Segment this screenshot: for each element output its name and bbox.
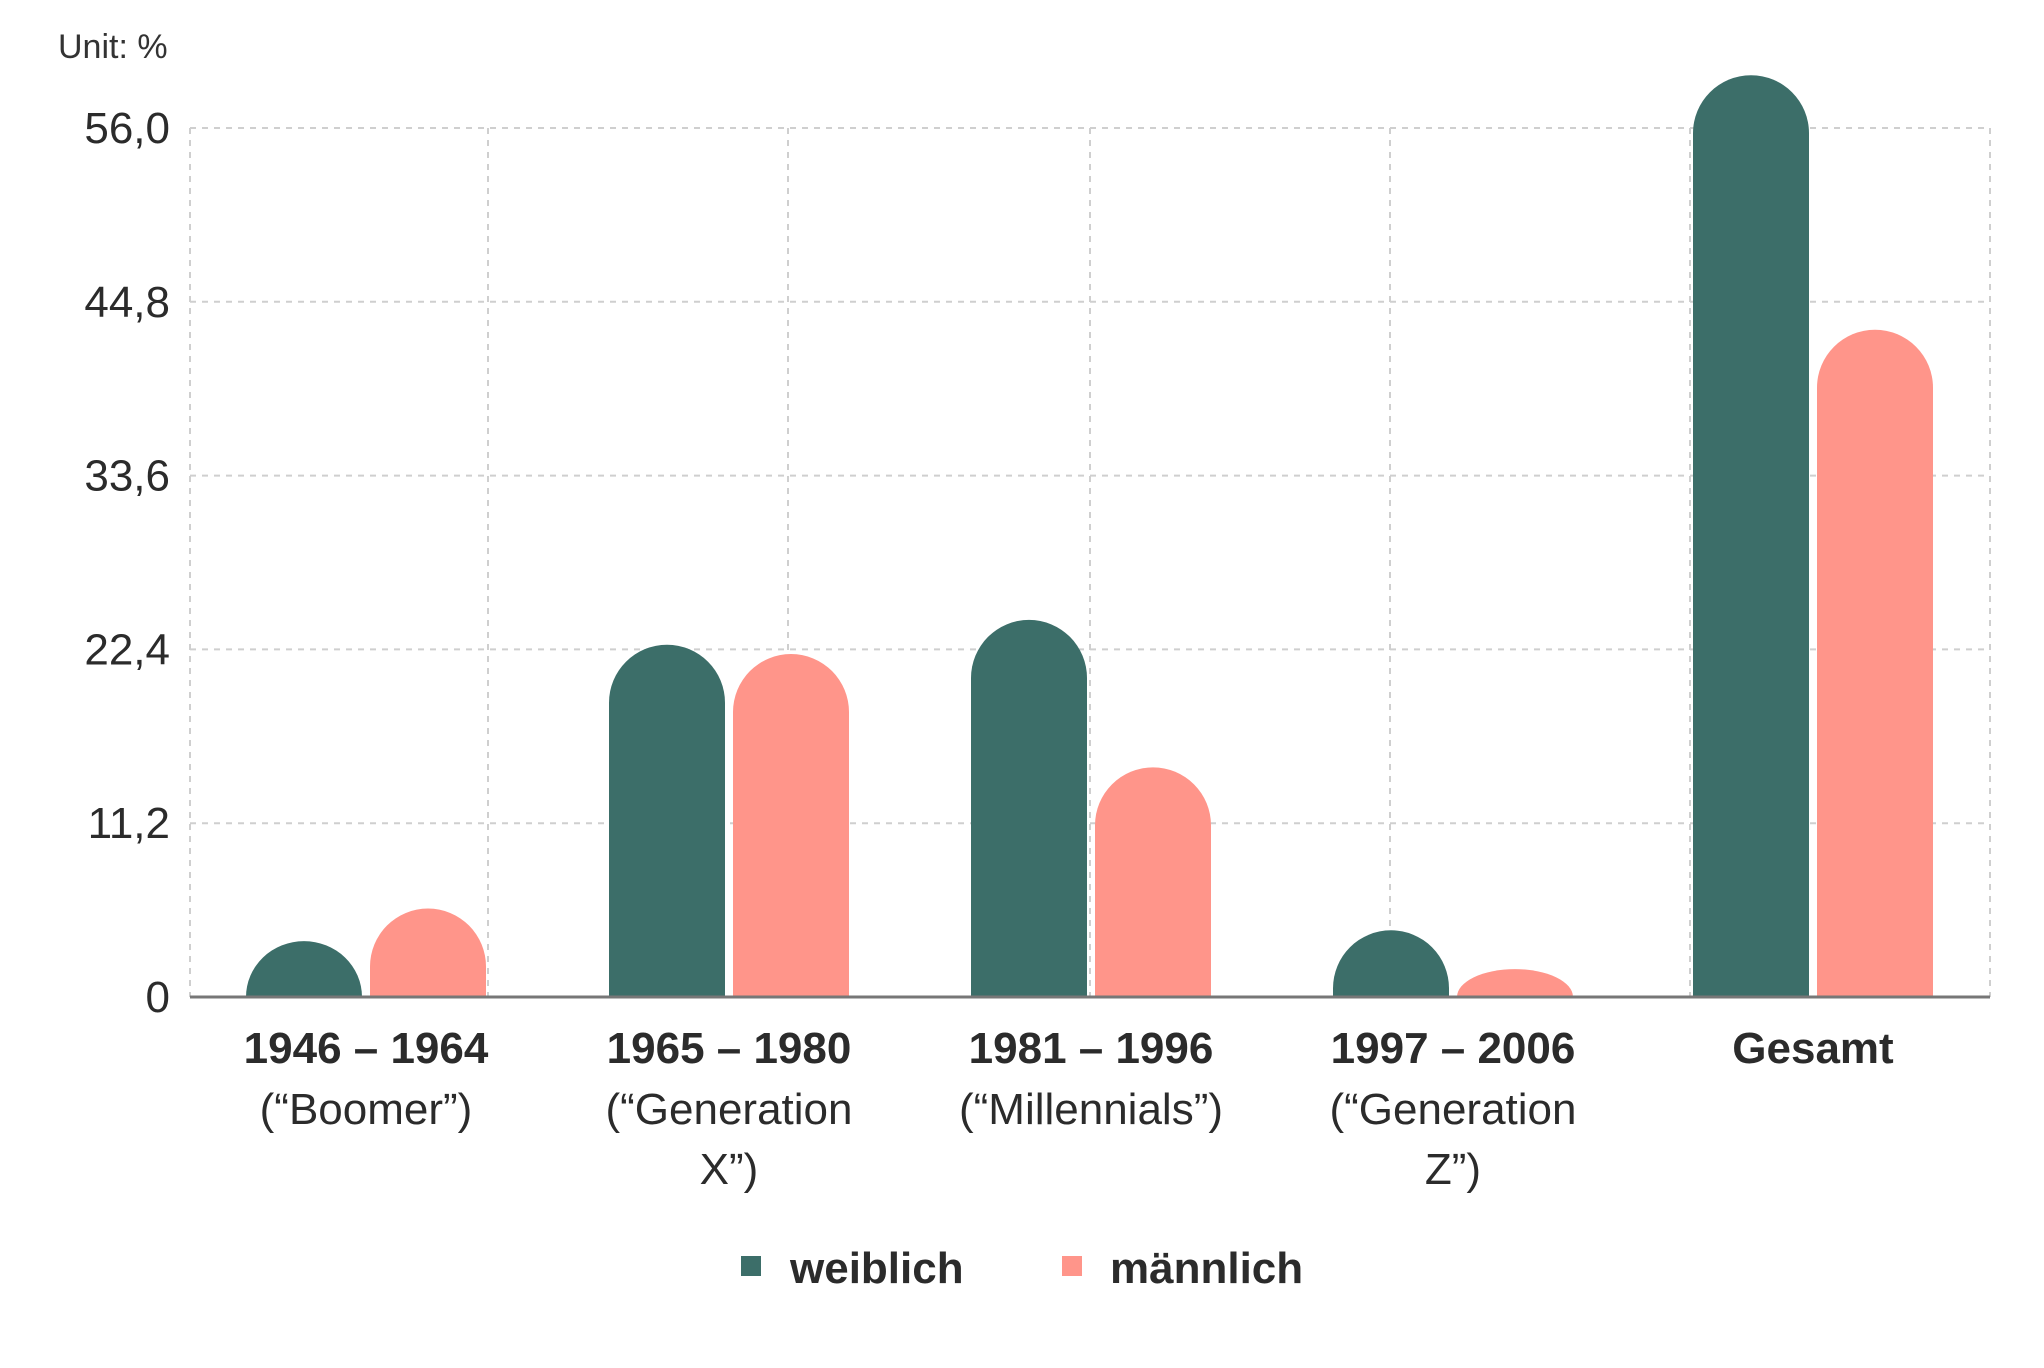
bar-maennlich: [1095, 767, 1211, 997]
y-tick-label: 44,8: [84, 278, 170, 327]
category-sublabel: (“Millennials”): [959, 1085, 1223, 1134]
bar-weiblich: [1333, 930, 1449, 997]
bar-maennlich: [1457, 969, 1573, 997]
bar-weiblich: [971, 619, 1087, 997]
category-label: 1965 – 1980: [607, 1024, 852, 1073]
bar-weiblich: [609, 644, 725, 997]
category-label: 1997 – 2006: [1331, 1024, 1576, 1073]
category-label: 1981 – 1996: [969, 1024, 1214, 1073]
category-sublabel: (“Generation: [1329, 1085, 1576, 1134]
legend-label: weiblich: [789, 1244, 964, 1293]
bar-maennlich: [370, 908, 486, 997]
category-label: 1946 – 1964: [244, 1024, 489, 1073]
y-tick-label: 33,6: [84, 452, 170, 501]
category-label: Gesamt: [1732, 1024, 1894, 1073]
grid: [189, 127, 1991, 997]
legend-swatch: [741, 1256, 761, 1276]
y-tick-label: 22,4: [84, 625, 170, 674]
legend-label: männlich: [1110, 1244, 1303, 1293]
y-tick-label: 11,2: [88, 799, 170, 848]
bar-weiblich: [1693, 75, 1809, 998]
category-sublabel: X”): [700, 1145, 759, 1194]
legend-swatch: [1062, 1256, 1082, 1276]
y-tick-label: 56,0: [84, 104, 170, 153]
category-sublabel: (“Generation: [605, 1085, 852, 1134]
bar-weiblich: [246, 941, 362, 997]
bar-maennlich: [733, 654, 849, 997]
unit-label: Unit: %: [58, 28, 168, 66]
x-axis-labels: 1946 – 1964 (“Boomer”) 1965 – 1980 (“Genera…: [244, 1024, 1894, 1194]
category-sublabel: (“Boomer”): [260, 1085, 473, 1134]
bars: [246, 75, 1933, 998]
bar-maennlich: [1817, 329, 1933, 997]
category-sublabel: Z”): [1425, 1145, 1481, 1194]
legend: weiblich männlich: [741, 1244, 1303, 1293]
y-axis-ticks: 0 11,2 22,4 33,6 44,8 56,0: [84, 104, 170, 1022]
y-tick-label: 0: [146, 973, 170, 1022]
